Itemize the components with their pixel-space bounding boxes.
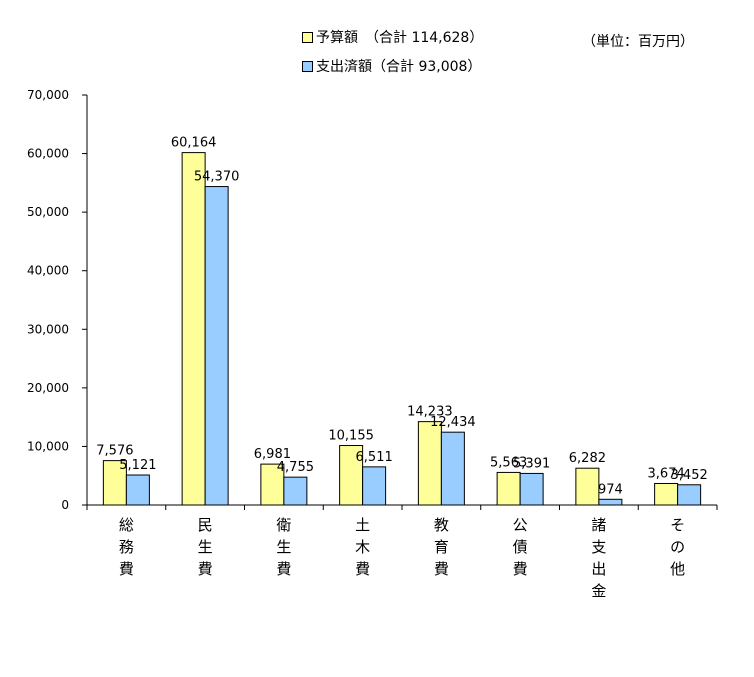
bar-expenditure: [283, 476, 308, 506]
value-label-budget: 3,674: [648, 466, 685, 481]
legend-item-budget: 予算額 （合計 114,628）: [302, 28, 483, 46]
category-label: 教: [434, 516, 449, 534]
category-label: 債: [513, 538, 528, 556]
category-label: 費: [355, 560, 370, 578]
value-label-budget: 6,981: [254, 447, 291, 462]
category-label: 民: [198, 516, 213, 534]
value-label-expenditure: 974: [598, 482, 623, 497]
bar-expenditure: [440, 431, 465, 506]
bar-expenditure: [204, 186, 229, 506]
bar-budget: [417, 421, 442, 506]
value-label-budget: 60,164: [171, 136, 217, 151]
legend-label-expenditure: 支出済額（合計 93,008）: [316, 59, 482, 75]
category-label: 金: [591, 582, 606, 600]
category-label: 費: [198, 560, 213, 578]
bar-expenditure: [677, 484, 702, 506]
y-tick-label: 50,000: [27, 205, 69, 219]
category-label: 支: [591, 538, 606, 556]
category-label: 公: [513, 516, 528, 534]
value-label-budget: 14,233: [407, 405, 453, 420]
bar-expenditure: [519, 472, 544, 506]
category-label: 育: [434, 538, 449, 556]
legend: 予算額 （合計 114,628） 支出済額（合計 93,008）: [302, 28, 483, 86]
category-label: 諸: [591, 516, 606, 534]
category-label: 衛: [276, 516, 291, 534]
bar-budget: [496, 471, 521, 506]
category-label: 務: [119, 538, 134, 556]
category-label: 費: [276, 560, 291, 578]
bar-budget: [575, 467, 600, 506]
value-label-budget: 5,563: [490, 455, 527, 470]
unit-label: （単位：百万円）: [582, 34, 694, 50]
legend-item-expenditure: 支出済額（合計 93,008）: [302, 57, 483, 75]
value-label-budget: 7,576: [96, 444, 133, 459]
value-label-expenditure: 6,511: [356, 450, 393, 465]
bar-budget: [181, 152, 206, 506]
category-label: 総: [119, 516, 134, 534]
y-tick-label: 70,000: [27, 88, 69, 102]
value-label-expenditure: 54,370: [194, 170, 240, 185]
value-label-expenditure: 3,452: [671, 468, 708, 483]
legend-swatch-budget: [302, 31, 313, 43]
category-label: 他: [670, 560, 685, 578]
category-label: 生: [276, 538, 291, 556]
y-tick-label: 20,000: [27, 381, 69, 395]
category-label: 出: [591, 560, 606, 578]
y-tick-label: 60,000: [27, 147, 69, 161]
value-label-budget: 10,155: [328, 429, 374, 444]
legend-label-budget: 予算額 （合計 114,628）: [316, 30, 484, 46]
category-label: 費: [434, 560, 449, 578]
legend-swatch-expenditure: [302, 60, 313, 72]
category-label: 土: [355, 516, 370, 534]
value-label-expenditure: 4,755: [277, 460, 314, 475]
y-tick-label: 30,000: [27, 322, 69, 336]
bar-budget: [654, 482, 679, 506]
category-label: 木: [355, 538, 370, 556]
y-tick-label: 10,000: [27, 439, 69, 453]
value-label-expenditure: 12,434: [430, 415, 476, 430]
category-label: の: [670, 538, 685, 556]
bar-expenditure: [362, 466, 387, 506]
value-label-budget: 6,282: [569, 451, 606, 466]
category-label: 費: [119, 560, 134, 578]
bar-expenditure: [598, 498, 623, 506]
category-label: そ: [670, 516, 685, 534]
y-tick-label: 0: [61, 498, 69, 512]
category-label: 費: [513, 560, 528, 578]
bar-expenditure: [125, 474, 150, 506]
value-label-expenditure: 5,391: [513, 456, 550, 471]
category-label: 生: [198, 538, 213, 556]
y-tick-label: 40,000: [27, 264, 69, 278]
value-label-expenditure: 5,121: [119, 458, 156, 473]
